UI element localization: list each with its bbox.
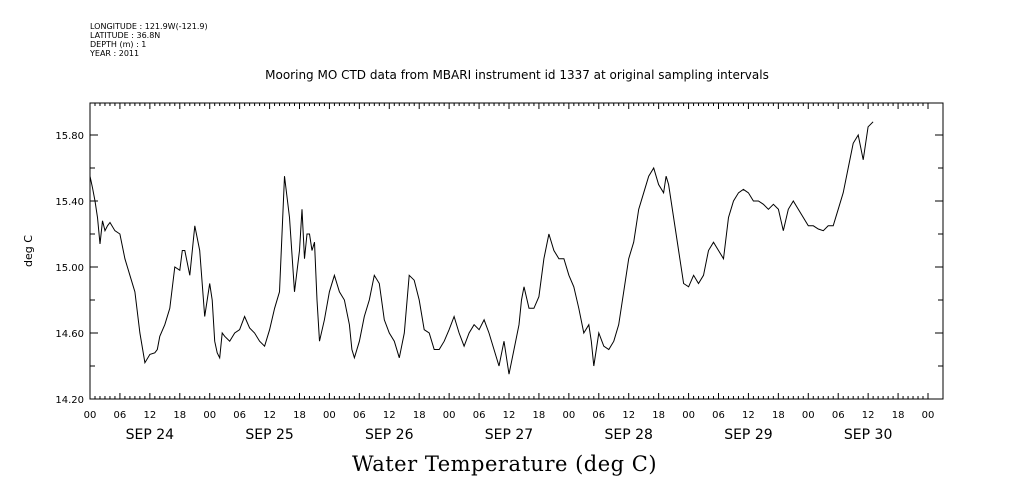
day-label: SEP 30 — [844, 427, 892, 443]
x-tick-label: 18 — [652, 410, 665, 421]
day-label: SEP 24 — [126, 427, 175, 443]
day-label: SEP 26 — [365, 427, 414, 443]
x-tick-label: 18 — [772, 410, 785, 421]
x-tick-label: 12 — [862, 410, 875, 421]
y-tick-label: 14.20 — [55, 395, 84, 406]
latitude-label: LATITUDE : 36.8N — [90, 31, 161, 40]
x-tick-label: 00 — [203, 410, 216, 421]
x-tick-label: 06 — [832, 410, 845, 421]
x-axis-title: Water Temperature (deg C) — [351, 452, 658, 476]
x-tick-label: 12 — [263, 410, 276, 421]
x-tick-label: 12 — [383, 410, 396, 421]
y-tick-label: 15.40 — [55, 197, 84, 208]
x-tick-label: 06 — [592, 410, 605, 421]
x-tick-label: 18 — [413, 410, 426, 421]
day-label: SEP 27 — [485, 427, 533, 443]
longitude-label: LONGITUDE : 121.9W(-121.9) — [90, 22, 208, 31]
x-tick-label: 18 — [293, 410, 306, 421]
x-tick-label: 12 — [143, 410, 156, 421]
x-tick-label: 12 — [503, 410, 516, 421]
x-tick-label: 00 — [682, 410, 695, 421]
x-tick-label: 18 — [533, 410, 546, 421]
x-tick-label: 06 — [353, 410, 366, 421]
x-tick-label: 06 — [114, 410, 127, 421]
y-tick-label: 14.60 — [55, 329, 84, 340]
x-tick-label: 06 — [233, 410, 246, 421]
x-tick-label: 00 — [84, 410, 97, 421]
metadata-block: LONGITUDE : 121.9W(-121.9) LATITUDE : 36… — [90, 22, 208, 58]
day-label: SEP 28 — [604, 427, 652, 443]
x-tick-label: 00 — [922, 410, 935, 421]
temperature-series-line — [89, 121, 874, 375]
day-label: SEP 29 — [724, 427, 772, 443]
x-tick-label: 00 — [323, 410, 336, 421]
x-tick-label: 06 — [473, 410, 486, 421]
chart-title: Mooring MO CTD data from MBARI instrumen… — [265, 68, 769, 82]
x-tick-label: 00 — [802, 410, 815, 421]
x-tick-label: 18 — [173, 410, 186, 421]
x-tick-label: 12 — [622, 410, 635, 421]
x-tick-label: 12 — [742, 410, 755, 421]
x-tick-label: 06 — [712, 410, 725, 421]
day-label: SEP 25 — [245, 427, 293, 443]
x-tick-label: 00 — [562, 410, 575, 421]
y-tick-label: 15.80 — [55, 131, 84, 142]
plot-frame — [89, 102, 944, 400]
y-tick-label: 15.00 — [55, 263, 84, 274]
y-axis-label: deg C — [22, 235, 35, 267]
year-label: YEAR : 2011 — [90, 49, 140, 58]
depth-label: DEPTH (m) : 1 — [90, 40, 147, 49]
x-tick-label: 18 — [892, 410, 905, 421]
x-tick-label: 00 — [443, 410, 456, 421]
